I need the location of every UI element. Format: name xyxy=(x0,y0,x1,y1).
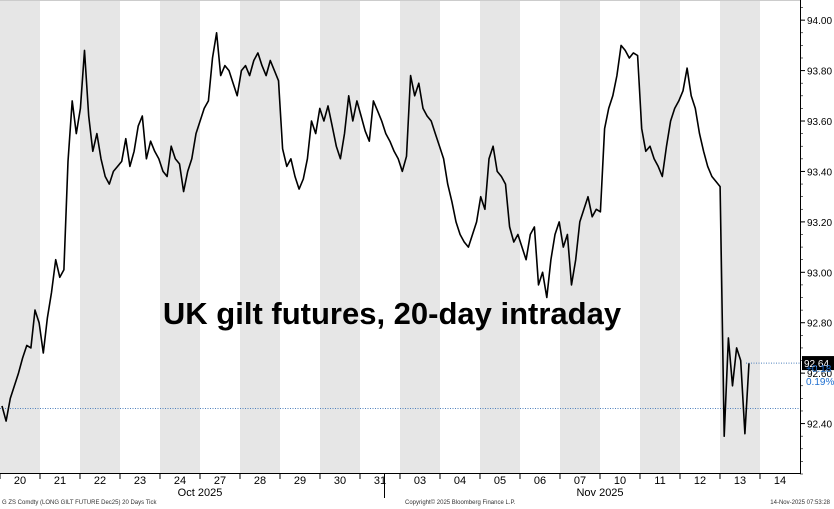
day-shade-band xyxy=(160,0,200,474)
x-tick-label: 03 xyxy=(414,475,426,487)
y-tick-label: 92.80 xyxy=(807,319,832,330)
x-tick-label: 05 xyxy=(494,475,506,487)
x-tick-label: 10 xyxy=(614,475,626,487)
x-tick-label: 04 xyxy=(454,475,466,487)
y-tick-label: 93.80 xyxy=(807,67,832,78)
day-shade-band xyxy=(480,0,520,474)
y-axis: 94.00 93.80 93.60 93.40 93.20 93.00 92.80 92.60… xyxy=(800,0,832,475)
x-tick-label: 11 xyxy=(654,475,665,487)
day-shade-band xyxy=(320,0,360,474)
y-tick-label: 92.40 xyxy=(807,420,832,431)
x-tick-label: 30 xyxy=(334,475,346,487)
x-month-label: Oct 2025 xyxy=(178,487,223,498)
x-tick-label: 14 xyxy=(774,475,786,487)
day-shade-band xyxy=(640,0,680,474)
x-month-label: Nov 2025 xyxy=(576,487,623,498)
day-shade-band xyxy=(400,0,440,474)
day-shading-bands xyxy=(0,0,760,474)
y-tick-label: 94.00 xyxy=(807,16,832,27)
day-shade-band xyxy=(0,0,40,474)
change-percent: 0.19% xyxy=(806,377,834,388)
last-value-marker: 92.64 xyxy=(746,356,834,371)
x-tick-label: 28 xyxy=(254,475,266,487)
chart-title: UK gilt futures, 20-day intraday xyxy=(163,296,622,331)
footer-right: 14-Nov-2025 07:53:28 xyxy=(770,500,830,506)
x-tick-label: 21 xyxy=(54,475,66,487)
x-tick-label: 07 xyxy=(574,475,586,487)
change-absolute: +0.18 xyxy=(806,364,832,375)
x-tick-label: 22 xyxy=(94,475,106,487)
footer-center: Copyright© 2025 Bloomberg Finance L.P. xyxy=(405,500,516,506)
x-tick-label: 27 xyxy=(214,475,226,487)
day-shade-band xyxy=(240,0,280,474)
chart: 20 21 22 23 24 27 28 29 30 31 03 04 05 06 07 10 11 12 13 14… xyxy=(0,0,834,498)
x-tick-label: 20 xyxy=(14,475,26,487)
price-line xyxy=(1,31,750,437)
last-value-label: 92.64 xyxy=(804,359,829,370)
x-tick-label: 24 xyxy=(174,475,186,487)
x-tick-label: 06 xyxy=(534,475,546,487)
last-value-box xyxy=(802,356,834,371)
y-tick-label: 93.40 xyxy=(807,167,832,178)
x-tick-label: 29 xyxy=(294,475,306,487)
y-tick-label: 93.60 xyxy=(807,117,832,128)
x-axis: 20 21 22 23 24 27 28 29 30 31 03 04 05 06 07 10 11 12 13 14… xyxy=(0,473,800,498)
footer-left: G ZS Comdty (LONG GILT FUTURE Dec25) 20 … xyxy=(2,500,157,506)
x-tick-label: 13 xyxy=(734,475,746,487)
x-tick-label: 12 xyxy=(694,475,706,487)
x-tick-label: 31 xyxy=(374,475,386,487)
y-tick-label: 93.20 xyxy=(807,218,832,229)
x-tick-label: 23 xyxy=(134,475,146,487)
price-series xyxy=(1,31,750,437)
y-tick-label: 93.00 xyxy=(807,268,832,279)
y-tick-label: 92.60 xyxy=(807,369,832,380)
